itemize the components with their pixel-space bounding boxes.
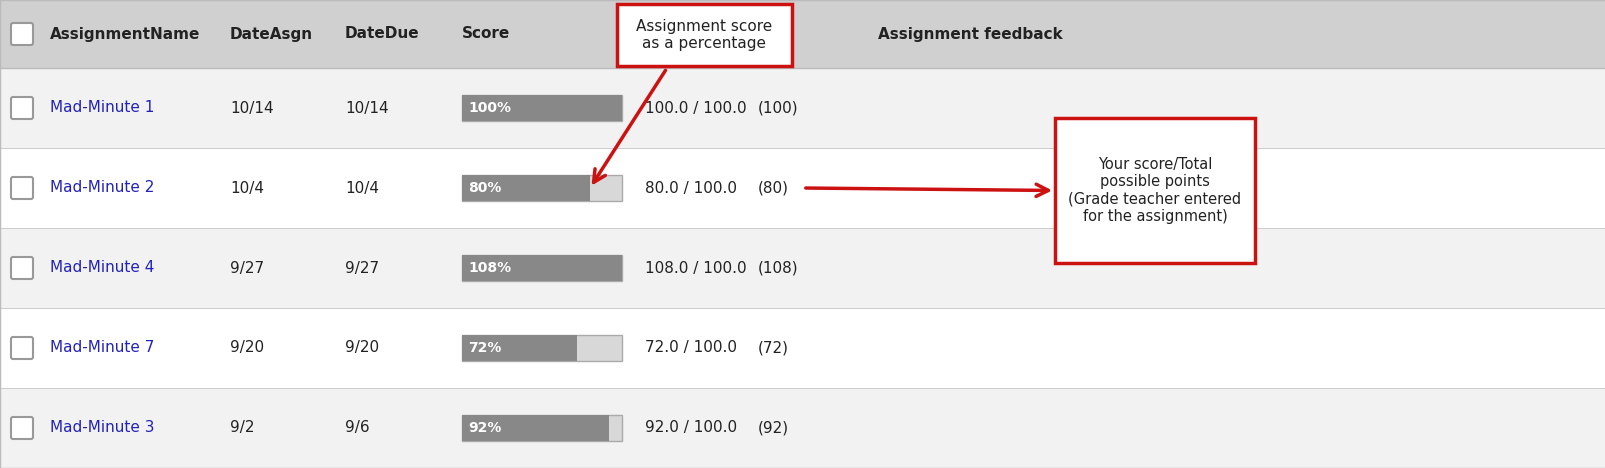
Text: Mad-Minute 3: Mad-Minute 3 [50,421,154,436]
Text: 9/6: 9/6 [345,421,369,436]
Text: 9/20: 9/20 [345,341,379,356]
Bar [462,415,621,441]
Bar [462,95,621,121]
Text: DateAsgn: DateAsgn [230,27,313,42]
Text: 72.0 / 100.0: 72.0 / 100.0 [645,341,737,356]
FancyBboxPatch shape [1054,118,1254,263]
Text: 108.0 / 100.0: 108.0 / 100.0 [645,261,746,276]
Bar [462,415,608,441]
Bar [0,0,1605,68]
Text: 9/2: 9/2 [230,421,254,436]
Text: (72): (72) [758,341,788,356]
FancyBboxPatch shape [11,23,34,45]
Text: 100.0 / 100.0: 100.0 / 100.0 [645,101,746,116]
Text: 10/14: 10/14 [230,101,273,116]
Text: 9/27: 9/27 [345,261,379,276]
FancyBboxPatch shape [616,4,791,66]
Text: Assignment score
as a percentage: Assignment score as a percentage [636,19,772,51]
Text: Mad-Minute 4: Mad-Minute 4 [50,261,154,276]
Text: 92%: 92% [467,421,501,435]
FancyBboxPatch shape [11,97,34,119]
Text: Mad-Minute 2: Mad-Minute 2 [50,181,154,196]
Text: AssignmentName: AssignmentName [50,27,201,42]
Text: (100): (100) [758,101,798,116]
Bar [0,228,1605,308]
Text: 9/20: 9/20 [230,341,263,356]
FancyBboxPatch shape [11,337,34,359]
Text: 72%: 72% [467,341,501,355]
Bar [0,388,1605,468]
Text: Mad-Minute 1: Mad-Minute 1 [50,101,154,116]
Text: 9/27: 9/27 [230,261,263,276]
Text: 80%: 80% [467,181,501,195]
Bar [462,255,621,281]
FancyBboxPatch shape [11,417,34,439]
Bar [462,335,576,361]
Text: DateDue: DateDue [345,27,419,42]
FancyBboxPatch shape [11,257,34,279]
Bar [462,255,621,281]
Text: Your score/Total
possible points
(Grade teacher entered
for the assignment): Your score/Total possible points (Grade … [1067,157,1241,224]
Text: 80.0 / 100.0: 80.0 / 100.0 [645,181,737,196]
Bar [462,175,621,201]
Text: 108%: 108% [467,261,510,275]
Text: (108): (108) [758,261,798,276]
Text: (80): (80) [758,181,788,196]
Text: 92.0 / 100.0: 92.0 / 100.0 [645,421,737,436]
FancyBboxPatch shape [11,177,34,199]
Bar [0,308,1605,388]
Text: Score: Score [462,27,510,42]
Text: 10/4: 10/4 [345,181,379,196]
Text: 10/14: 10/14 [345,101,388,116]
Text: (92): (92) [758,421,788,436]
Bar [462,335,621,361]
Bar [0,68,1605,148]
Bar [462,175,589,201]
Text: 10/4: 10/4 [230,181,263,196]
Bar [462,95,621,121]
Text: 100%: 100% [467,101,510,115]
Bar [0,148,1605,228]
Text: Assignment feedback: Assignment feedback [878,27,1063,42]
Text: Mad-Minute 7: Mad-Minute 7 [50,341,154,356]
